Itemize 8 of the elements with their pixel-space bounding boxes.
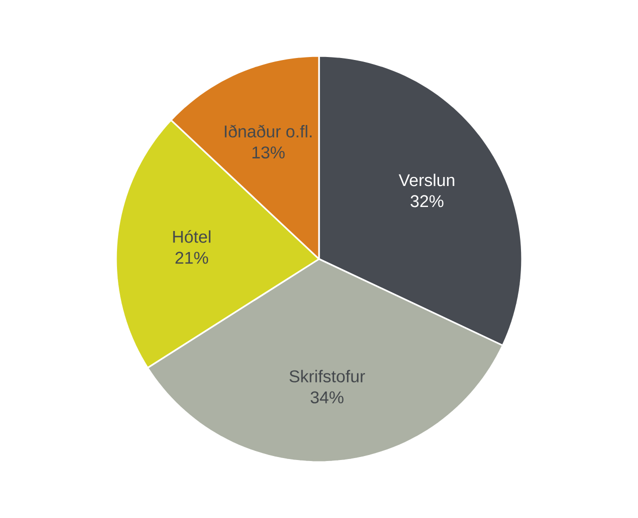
data-label: 32%	[410, 195, 444, 208]
slice-label: Hótel	[173, 230, 210, 243]
data-label: 13%	[252, 146, 285, 158]
slice-label: Iðnaður o.fl.	[224, 124, 312, 138]
slice-label: Skrifstofur	[290, 370, 366, 382]
data-label: 21%	[176, 252, 208, 264]
data-label: 34%	[310, 391, 344, 404]
slice-label: Verslun	[398, 174, 454, 186]
